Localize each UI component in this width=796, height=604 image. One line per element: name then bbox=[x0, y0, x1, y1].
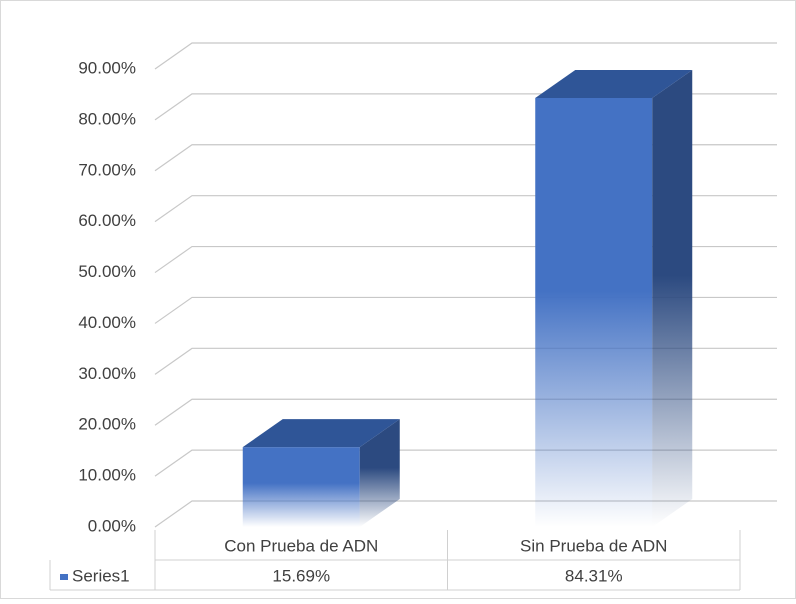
bar-top bbox=[242, 419, 400, 448]
y-tick-label: 80.00% bbox=[78, 109, 136, 128]
data-label: 15.69% bbox=[272, 566, 330, 585]
y-tick-label: 70.00% bbox=[78, 160, 136, 179]
y-tick-label: 50.00% bbox=[78, 262, 136, 281]
bar-side bbox=[359, 419, 400, 527]
y-tick-label: 10.00% bbox=[78, 466, 136, 485]
legend-label: Series1 bbox=[72, 566, 130, 585]
x-tick-label: Sin Prueba de ADN bbox=[520, 536, 667, 555]
y-tick-label: 40.00% bbox=[78, 313, 136, 332]
bar-front bbox=[535, 97, 653, 527]
data-label: 84.31% bbox=[565, 566, 623, 585]
y-tick-label: 0.00% bbox=[88, 516, 136, 535]
legend-key bbox=[60, 574, 68, 580]
y-tick-label: 60.00% bbox=[78, 211, 136, 230]
bar-side bbox=[652, 69, 693, 527]
x-tick-label: Con Prueba de ADN bbox=[224, 536, 378, 555]
y-tick-label: 30.00% bbox=[78, 364, 136, 383]
y-tick-label: 20.00% bbox=[78, 415, 136, 434]
grid-line bbox=[154, 42, 777, 70]
bar-top bbox=[535, 69, 693, 98]
y-tick-label: 90.00% bbox=[78, 58, 136, 77]
bar-front bbox=[242, 447, 360, 527]
